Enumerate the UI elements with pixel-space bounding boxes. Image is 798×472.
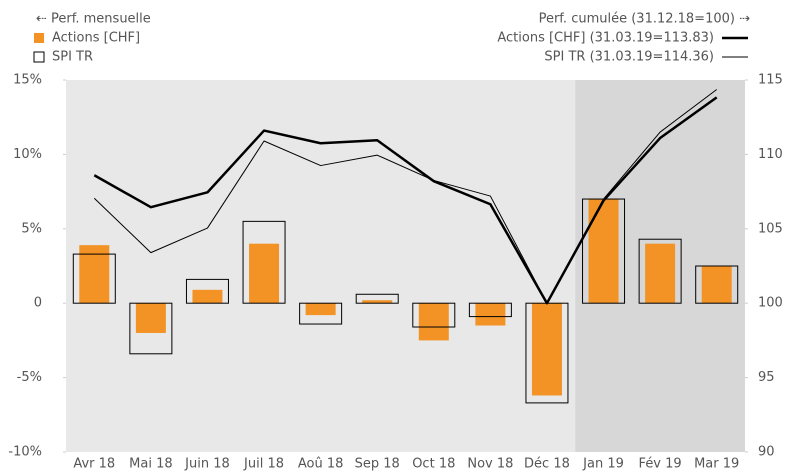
- bar-outline: [185, 278, 229, 304]
- x-tick-label: Sep 18: [355, 457, 400, 472]
- y2-tick-label: 105: [758, 221, 783, 236]
- x-tick-label: Oct 18: [412, 457, 455, 472]
- y-tick-label: 10%: [13, 147, 42, 162]
- y-tick-label: -10%: [8, 445, 42, 460]
- x-tick-label: Nov 18: [467, 457, 513, 472]
- x-tick-label: Juil 18: [243, 457, 284, 472]
- bar-outline: [72, 253, 116, 304]
- bar: [362, 300, 393, 304]
- bar: [418, 303, 449, 341]
- bar: [645, 243, 676, 304]
- legend-label: Actions [CHF]: [52, 31, 140, 46]
- y2-tick-label: 95: [758, 370, 775, 385]
- y-tick-label: 15%: [13, 73, 42, 88]
- x-tick-label: Jan 19: [582, 457, 624, 472]
- x-tick-label: Fév 19: [639, 457, 682, 472]
- bar: [475, 303, 506, 326]
- y2-tick-label: 115: [758, 73, 783, 88]
- x-tick-label: Aoû 18: [298, 457, 344, 472]
- line: [93, 89, 718, 304]
- bar: [588, 199, 619, 304]
- x-tick-label: Mai 18: [129, 457, 172, 472]
- bar: [305, 303, 336, 316]
- x-tick-label: Déc 18: [524, 457, 570, 472]
- right-legend-title: Perf. cumulée (31.12.18=100) ⇢: [539, 12, 751, 27]
- x-tick-label: Juin 18: [184, 457, 230, 472]
- bar-outline: [695, 265, 739, 304]
- bar-outline: [638, 238, 682, 304]
- bar: [249, 243, 280, 304]
- y-tick-label: 5%: [21, 221, 42, 236]
- bar-outline: [242, 220, 286, 304]
- legend-swatch: [34, 33, 44, 43]
- legend-swatch: [33, 51, 45, 63]
- bar: [135, 303, 166, 333]
- y-tick-label: -5%: [17, 370, 42, 385]
- y2-tick-label: 100: [758, 296, 783, 311]
- bar: [701, 266, 732, 304]
- bar-outline: [129, 302, 173, 355]
- legend-label: SPI TR (31.03.19=114.36): [544, 50, 714, 65]
- legend-label: SPI TR: [52, 50, 93, 65]
- y2-tick-label: 90: [758, 445, 775, 460]
- bar-outline: [412, 302, 456, 328]
- y-tick-label: 0: [34, 296, 42, 311]
- bar: [192, 289, 223, 304]
- x-tick-label: Mar 19: [694, 457, 739, 472]
- x-tick-label: Avr 18: [73, 457, 115, 472]
- bar: [531, 303, 562, 396]
- left-legend-title: ⇠ Perf. mensuelle: [36, 12, 151, 27]
- legend-label: Actions [CHF] (31.03.19=113.83): [497, 31, 714, 46]
- bar: [79, 245, 110, 304]
- y2-tick-label: 110: [758, 147, 783, 162]
- line: [93, 96, 718, 305]
- bar-outline: [299, 302, 343, 325]
- bar-outline: [468, 302, 512, 318]
- bar-outline: [355, 293, 399, 304]
